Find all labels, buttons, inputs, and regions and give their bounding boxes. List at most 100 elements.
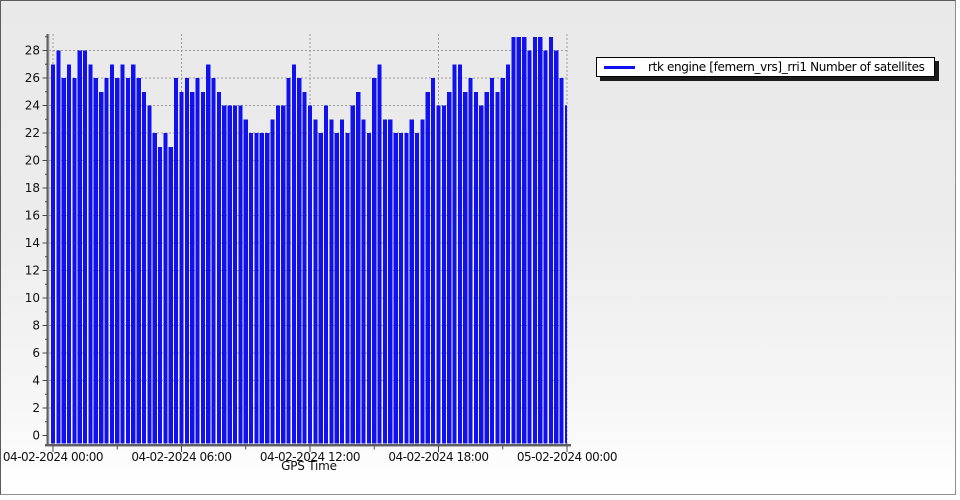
x-tick-label: 04-02-2024 18:00 [388,450,488,464]
series-bar [318,133,323,444]
series-bar [232,105,238,444]
series-bar [77,50,82,444]
x-tick-label: 04-02-2024 06:00 [131,450,231,464]
series-bar [152,133,157,444]
series-bar [270,119,275,444]
series-bar [195,78,200,444]
series-bar [190,91,195,444]
series-bar [120,64,125,444]
series-bar [409,119,414,444]
y-tick-label: 8 [32,319,40,333]
series-bar [554,50,559,444]
series-bar [527,50,532,444]
series-bar [500,78,505,444]
series-bar [350,105,355,444]
series-bar [323,105,329,444]
series-bar [136,78,141,444]
series-bar [436,105,441,444]
series-bar [249,133,254,444]
y-tick-label: 24 [25,99,40,113]
y-tick-label: 18 [25,181,40,195]
x-tick-label: 04-02-2024 00:00 [3,450,103,464]
series-bar [61,78,66,444]
series-bar [452,64,457,444]
y-tick-label: 26 [25,71,40,85]
series-bar [361,119,366,444]
series-bar [484,91,489,444]
series-bar [382,119,388,444]
series-bar [50,64,56,444]
y-tick-label: 10 [25,291,40,305]
series-bar [538,36,543,444]
series-bar [238,105,243,444]
series-bar [72,78,77,444]
x-tick-label: 05-02-2024 00:00 [517,450,617,464]
series-bar [179,91,184,444]
legend-line-sample [604,65,635,69]
series-bar [479,105,484,444]
series-bar [489,78,495,444]
x-axis-ticks [52,446,568,452]
series-bar [495,91,500,444]
x-axis-labels: 04-02-2024 00:00 04-02-2024 06:00 04-02-20… [3,450,618,464]
y-tick-label: 16 [25,209,40,223]
series-bar [372,78,377,444]
series-bar [431,78,436,444]
series-bar [131,64,136,444]
series-bar [414,133,420,444]
series-bar [275,105,280,444]
y-axis-line [46,34,49,446]
y-tick-label: 0 [32,429,40,443]
series-bar [211,78,216,444]
series-bar [473,91,479,444]
series-bar [93,78,98,444]
series-bar [83,50,88,444]
series-bar [543,50,548,444]
series-bar [265,133,270,444]
series-bar [404,133,409,444]
series-bar [286,78,291,444]
series-bar [141,91,147,444]
series-bar [345,133,350,444]
series-bar [168,146,173,444]
legend-series-label: rtk engine [femern_vrs]_rri1 Number of s… [648,60,925,74]
series-bar [163,133,168,444]
series-bar [206,64,211,444]
series-bar [425,91,430,444]
series-bar [174,78,179,444]
legend[interactable]: rtk engine [femern_vrs]_rri1 Number of s… [596,57,935,77]
series-bar [393,133,398,444]
series-bar [398,133,404,444]
series-bar [506,64,511,444]
series-bar [313,119,318,444]
x-tick-label: 04-02-2024 12:00 [260,450,360,464]
series-bar [222,105,227,444]
series-bar [243,119,248,444]
series-bar [356,91,361,444]
series-bar [302,91,307,444]
series-bar [66,64,72,444]
series-bar [522,36,527,444]
y-tick-label: 14 [25,236,40,250]
series-bar [157,146,163,444]
x-axis-title: GPS Time [281,459,337,473]
series-bar [297,78,302,444]
series-bar [420,119,425,444]
series-bar [366,133,371,444]
series-bars [49,36,567,444]
series-bar [254,133,259,444]
series-bar [532,36,537,444]
series-bar [227,105,232,444]
axes [45,34,571,447]
y-tick-label: 22 [25,126,40,140]
series-bar [447,91,452,444]
series-bar [56,50,61,444]
series-bar [334,133,339,444]
series-bar [99,91,104,444]
series-bar [115,78,120,444]
series-bar [548,36,554,444]
series-bar [147,105,152,444]
